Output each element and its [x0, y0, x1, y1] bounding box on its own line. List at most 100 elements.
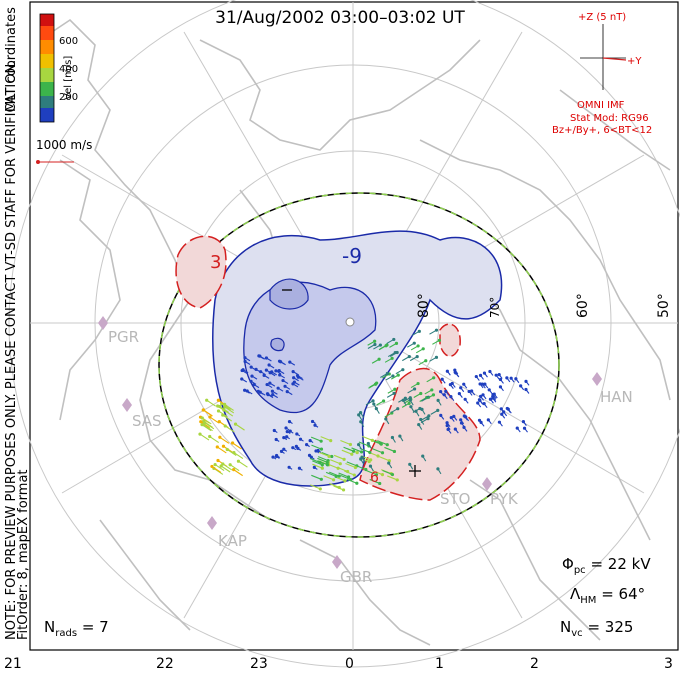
velocity-vector-dot — [463, 397, 467, 401]
velocity-vector — [311, 474, 322, 480]
velocity-vector-dot — [419, 417, 423, 422]
velocity-vector — [204, 422, 215, 430]
velocity-vector-dot — [424, 359, 428, 363]
velocity-vector — [219, 436, 230, 444]
velocity-vector-dot — [346, 469, 350, 474]
velocity-vector-dot — [295, 432, 299, 436]
velocity-vector-dot — [320, 466, 324, 470]
station-sto: STO — [440, 490, 471, 508]
velocity-vector-dot — [415, 355, 419, 359]
velocity-vector — [355, 465, 367, 471]
velocity-vector-dot — [245, 389, 249, 393]
velocity-vector-dot — [230, 441, 235, 445]
velocity-vector-dot — [256, 389, 260, 393]
velocity-vector-dot — [216, 458, 220, 463]
velocity-vector — [329, 482, 340, 488]
velocity-vector — [199, 433, 210, 441]
velocity-vector-dot — [374, 407, 378, 411]
velocity-vector-dot — [325, 463, 330, 467]
velocity-vector-dot — [521, 420, 526, 424]
velocity-vector-dot — [276, 386, 280, 390]
velocity-vector-dot — [265, 382, 269, 387]
positive-cell-dawn — [359, 367, 481, 501]
velocity-vector-dot — [494, 373, 498, 377]
lat-label-70: 70° — [488, 296, 502, 318]
velocity-vector-dot — [378, 481, 382, 486]
station-markers — [98, 316, 602, 569]
velocity-vector — [203, 424, 213, 432]
velocity-vector-dot — [445, 369, 449, 373]
mlt-tick-3: 3 — [664, 656, 673, 672]
velocity-vector-dot — [249, 379, 253, 383]
velocity-vector — [317, 460, 328, 466]
velocity-vector-dot — [385, 443, 389, 447]
velocity-vector — [216, 446, 227, 454]
velocity-vector — [372, 448, 383, 454]
velocity-vector-dot — [287, 465, 291, 469]
velocity-vector-dot — [408, 396, 412, 400]
velocity-vector-dot — [502, 410, 506, 414]
velocity-vector-dot — [427, 414, 431, 418]
velocity-vector — [224, 403, 234, 411]
velocity-vector-dot — [270, 389, 274, 393]
velocity-vector-dot — [412, 341, 416, 345]
velocity-vector-dot — [357, 442, 361, 447]
velocity-vector — [372, 470, 383, 476]
velocity-vector-dot — [217, 420, 221, 424]
velocity-vector-dot — [213, 462, 217, 467]
velocity-vector-dot — [264, 368, 268, 372]
velocity-vector — [214, 464, 225, 472]
velocity-vector-dot — [305, 443, 309, 447]
velocity-vector-dot — [288, 360, 292, 364]
velocity-vector-dot — [380, 473, 385, 477]
velocity-vector-dot — [243, 356, 247, 360]
velocity-vector-dot — [357, 413, 361, 417]
velocity-vector-dot — [444, 389, 448, 393]
velocity-vector-dot — [288, 429, 292, 433]
velocity-vector-dot — [392, 337, 396, 342]
velocity-vector-dot — [216, 398, 220, 402]
velocity-vector — [338, 472, 349, 478]
velocity-vector-dot — [274, 369, 278, 373]
velocity-vector-dot — [223, 424, 227, 428]
velocity-vector-dot — [385, 371, 389, 376]
velocity-vector-dot — [480, 382, 484, 386]
velocity-vector-dot — [505, 406, 509, 411]
velocity-vector — [213, 467, 224, 475]
velocity-vector-dot — [522, 426, 527, 430]
phi-pc-stat: Φpc = 22 kV — [562, 555, 651, 576]
velocity-vector-dot — [268, 381, 272, 385]
velocity-vector — [200, 421, 211, 429]
velocity-vector-dot — [236, 459, 241, 463]
velocity-vector-dot — [232, 468, 236, 472]
velocity-vector-dot — [310, 419, 315, 424]
velocity-vector-dot — [474, 374, 478, 379]
velocity-vector-dot — [426, 417, 430, 421]
velocity-vector-dot — [201, 423, 206, 427]
velocity-vector-dot — [467, 389, 471, 394]
velocity-vector-dot — [274, 453, 279, 458]
velocity-vector-dot — [341, 488, 346, 492]
station-pyk: PYK — [490, 490, 518, 508]
velocity-vector-dot — [393, 350, 397, 355]
mlt-tick-0: 0 — [345, 656, 354, 672]
velocity-vector — [323, 475, 334, 481]
velocity-vector — [317, 456, 329, 462]
velocity-vector-dot — [268, 371, 272, 375]
negative-core — [269, 278, 309, 310]
velocity-vector-dot — [352, 473, 356, 477]
velocity-vector — [224, 406, 235, 414]
velocity-vector-dot — [368, 450, 372, 455]
velocity-vector-dot — [284, 426, 288, 430]
velocity-vector-dot — [434, 355, 439, 359]
velocity-vector — [201, 417, 212, 425]
velocity-vector-dot — [271, 392, 275, 397]
velocity-vector-dot — [505, 376, 509, 380]
velocity-vector-dot — [372, 402, 376, 406]
colorbar-tick-200: 200 — [59, 92, 79, 103]
velocity-vector-dot — [319, 439, 323, 443]
velocity-vector-dot — [486, 418, 490, 422]
velocity-vector-dot — [294, 444, 298, 448]
velocity-vector — [238, 460, 248, 468]
velocity-vector — [343, 446, 354, 452]
